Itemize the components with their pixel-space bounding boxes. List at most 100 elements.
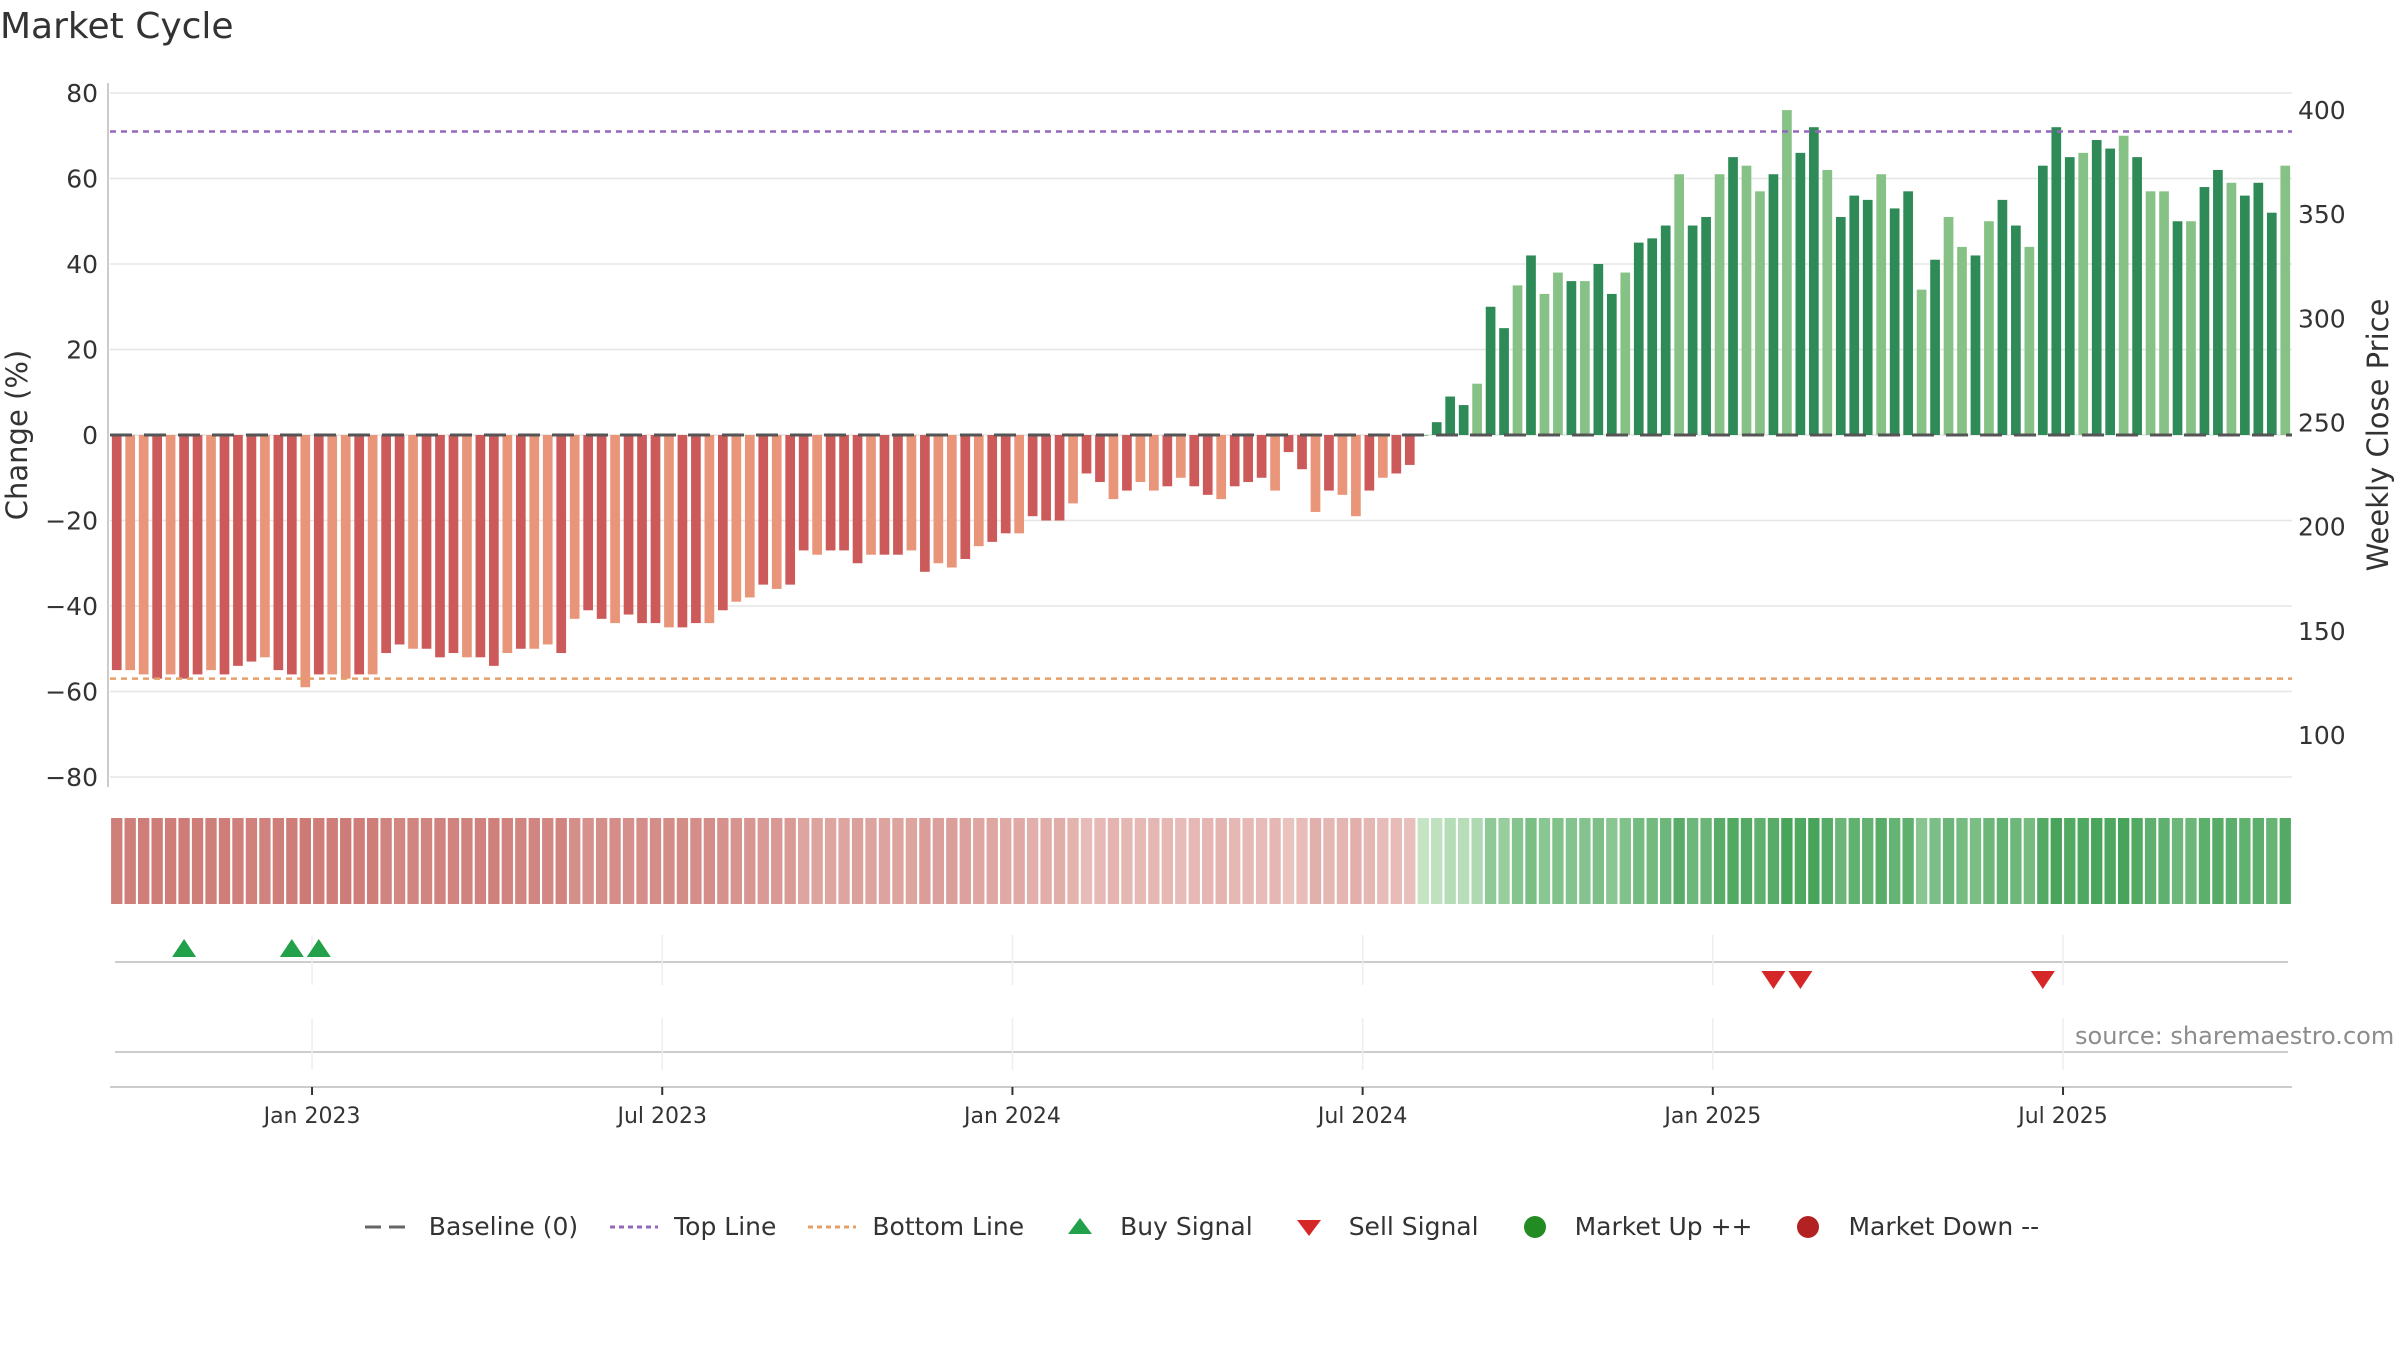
legend-item: Market Up ++ xyxy=(1507,1212,1753,1241)
bar xyxy=(125,435,136,671)
heat-strip-cell xyxy=(380,818,392,904)
bar xyxy=(502,435,513,654)
heat-strip-cell xyxy=(461,818,473,904)
heat-strip-cell xyxy=(2198,818,2211,904)
bar xyxy=(1835,216,1846,435)
heat-strip-cell xyxy=(1282,818,1295,904)
bar xyxy=(1391,435,1402,474)
bar xyxy=(219,435,230,675)
heat-strip-cell xyxy=(2037,818,2049,904)
heat-strip-cell xyxy=(1080,818,1093,904)
bar xyxy=(677,435,688,628)
heat-strip-cell xyxy=(1875,818,1887,904)
heat-strip-cell xyxy=(2279,818,2291,904)
bar xyxy=(691,435,701,624)
heat-strip-cell xyxy=(744,818,756,904)
bar xyxy=(785,435,796,585)
bar xyxy=(2213,169,2223,435)
bar xyxy=(2064,157,2075,435)
heat-strip-cell xyxy=(286,818,298,904)
bar xyxy=(2011,225,2021,435)
legend-label: Buy Signal xyxy=(1120,1212,1253,1241)
bar xyxy=(946,435,957,568)
x-tick-label: Jul 2024 xyxy=(1316,1104,1408,1129)
bar xyxy=(596,435,607,619)
bar xyxy=(1903,191,1913,435)
heat-strip-cell xyxy=(1269,818,1281,904)
heat-strip-cell xyxy=(501,818,513,904)
bar xyxy=(1930,259,1940,435)
bar xyxy=(327,435,338,675)
heat-strip-cell xyxy=(2239,818,2251,904)
heat-strip-cell xyxy=(1525,818,1537,904)
bar xyxy=(1175,435,1186,478)
source-credit: source: sharemaestro.com xyxy=(2075,1022,2395,1050)
bar xyxy=(1202,435,1213,495)
bar xyxy=(2240,195,2250,435)
heat-strip-cell xyxy=(2050,818,2062,904)
bar xyxy=(1512,285,1523,435)
heat-strip-cell xyxy=(232,818,244,904)
bar xyxy=(367,435,378,675)
bar xyxy=(556,435,567,654)
y-tick-label: −80 xyxy=(45,763,98,792)
bar xyxy=(866,435,876,555)
heat-strip-cell xyxy=(1848,818,1860,904)
bar xyxy=(825,435,836,551)
x-tick-label: Jul 2023 xyxy=(615,1104,707,1129)
buy-signal-marker xyxy=(306,939,331,957)
legend-label: Bottom Line xyxy=(872,1212,1025,1241)
heat-strip-cell xyxy=(1000,818,1012,904)
bar xyxy=(1310,435,1321,512)
bar xyxy=(1068,435,1078,504)
bar xyxy=(1889,208,1900,435)
y-tick-label: 0 xyxy=(82,421,98,450)
bar xyxy=(1404,435,1415,465)
bar xyxy=(354,435,365,675)
bar xyxy=(1108,435,1119,500)
heat-strip-cell xyxy=(1511,818,1524,904)
heat-strip-cell xyxy=(946,818,958,904)
heat-strip-cell xyxy=(1781,818,1793,904)
bar xyxy=(2145,191,2156,435)
heat-strip-cell xyxy=(1808,818,1820,904)
bar xyxy=(1000,435,1011,534)
heat-strip-cell xyxy=(1660,818,1672,904)
heat-strip-cell xyxy=(340,818,352,904)
legend-item: Top Line xyxy=(606,1212,776,1241)
heat-strip-cell xyxy=(111,818,123,904)
heat-strip-cell xyxy=(892,818,904,904)
heat-strip-cell xyxy=(690,818,702,904)
heat-strip-cell xyxy=(2117,818,2130,904)
bar xyxy=(717,435,728,611)
legend-label: Market Up ++ xyxy=(1574,1212,1753,1241)
heat-strip-cell xyxy=(1646,818,1658,904)
bar xyxy=(1984,221,1994,435)
heat-strip-cell xyxy=(2144,818,2157,904)
bar xyxy=(1229,435,1240,487)
bar xyxy=(435,435,445,658)
heat-strip-cell xyxy=(1471,818,1483,904)
heat-strip-cell xyxy=(420,818,433,904)
bar xyxy=(920,435,930,572)
bar xyxy=(1728,157,1738,435)
legend-swatch xyxy=(610,1225,659,1228)
bar xyxy=(1957,246,1967,435)
bar xyxy=(569,435,580,619)
bar xyxy=(1606,293,1617,435)
heat-strip-cell xyxy=(1390,818,1402,904)
bar xyxy=(2078,152,2089,435)
heat-strip-cell xyxy=(1094,818,1106,904)
bar xyxy=(2266,212,2277,435)
heat-strip-cell xyxy=(865,818,877,904)
bar xyxy=(475,435,486,658)
heat-strip-cell xyxy=(595,818,608,904)
heat-strip-cell xyxy=(1350,818,1362,904)
bar xyxy=(2186,221,2196,435)
bar xyxy=(1660,225,1671,435)
bar xyxy=(1364,435,1375,491)
heat-strip-cell xyxy=(2091,818,2103,904)
heat-strip-cell xyxy=(124,818,136,904)
x-tick-label: Jan 2024 xyxy=(962,1104,1061,1129)
y2-tick-label: 250 xyxy=(2298,409,2346,438)
